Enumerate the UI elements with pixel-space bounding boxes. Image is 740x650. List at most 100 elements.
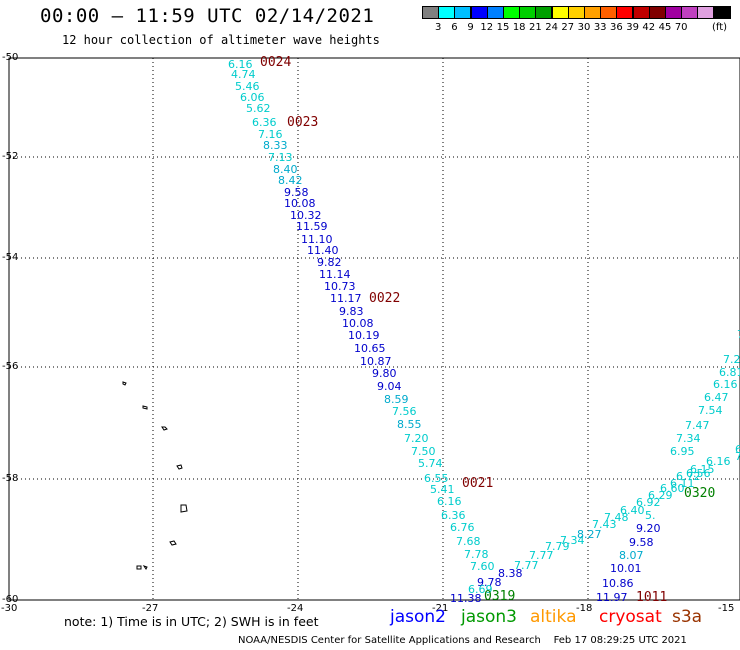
island-outline [142,405,148,410]
swh-observation: 5.41 [430,483,455,496]
swh-observation: 6.15 [690,463,715,476]
swh-observation: 6.69 [468,583,493,596]
colorbar-tick-label: 21 [529,22,542,33]
lat-tick-label: -52 [2,151,19,162]
pass-number-label: 0021 [462,476,494,491]
pass-number-label: 0320 [684,486,716,501]
swh-observation: 7.16 [258,128,283,141]
pass-number-label: 0024 [260,55,292,70]
legend-entry-jason2: jason2 [390,607,446,627]
swh-observation: 6.72 [676,470,701,483]
swh-observation: 9.58 [284,186,309,199]
swh-observation: 7.68 [456,535,481,548]
lat-tick-label: -58 [2,473,19,484]
swh-observation: 6.29 [648,489,673,502]
swh-observation: 9.80 [372,367,397,380]
swh-observation: 10.86 [602,577,634,590]
swh-observation: 11.59 [296,220,328,233]
swh-observation: 7.56 [392,405,417,418]
lat-tick-label: -50 [2,52,19,63]
swh-observation: 8.27 [577,528,602,541]
swh-observation: 6.95 [670,445,695,458]
swh-observation: 10.01 [610,562,642,575]
swh-observation: 9.82 [317,256,342,269]
swh-observation: 7.77 [529,549,554,562]
legend-entry-altika: altika [530,607,577,627]
swh-observation: 10.08 [284,197,316,210]
swh-observation: 6.40 [735,443,740,456]
footer-credit: NOAA/NESDIS Center for Satellite Applica… [238,635,687,646]
colorbar-tick-label: 27 [561,22,575,33]
swh-observation: 7.79 [545,540,570,553]
swh-observation: 10.87 [360,355,392,368]
swh-observation: 10.08 [342,317,374,330]
swh-observation: 7.20 [404,432,429,445]
island-outline [161,426,168,431]
map-frame [8,57,740,601]
swh-observation: 11.40 [307,244,339,257]
swh-observation: 7.50 [411,445,436,458]
swh-observation: 6.81 [719,366,740,379]
note-text: note: 1) Time is in UTC; 2) SWH is in fe… [64,614,319,629]
swh-observation: 4.74 [231,68,256,81]
swh-observation: 11.14 [319,268,351,281]
island-outlines [122,381,188,570]
swh-observation: 6.40 [620,504,645,517]
swh-observation: 11.10 [301,233,333,246]
swh-observation: 7. [735,450,740,463]
colorbar-tick-label: 15 [496,22,510,33]
island-outline [142,565,148,570]
lat-tick-label: -54 [2,252,19,263]
pass-number-label: 0319 [484,589,516,604]
swh-observation: 7.48 [604,511,629,524]
swh-observation: 8.59 [384,393,409,406]
colorbar-tick-label: 70 [674,22,688,33]
swh-observation: 10.73 [324,280,356,293]
swh-observation: 7.78 [464,548,489,561]
swh-observation: 6.76 [450,521,475,534]
lon-tick-label: -27 [142,603,159,614]
colorbar-tick-label: 30 [577,22,591,33]
swh-observation: 8.40 [273,163,298,176]
colorbar-tick-label: 33 [593,22,607,33]
swh-observation: 6.16 [713,378,738,391]
lat-tick-label: -56 [2,361,19,372]
colorbar-tick-label: 45 [658,22,672,33]
swh-observation: 6.60 [660,482,685,495]
swh-observation: 7.34 [676,432,701,445]
swh-observation: 10.19 [348,329,380,342]
swh-observation: 6.11 [670,477,695,490]
swh-observation: 9.20 [636,522,661,535]
colorbar-tick-label: 24 [545,22,558,33]
swh-observation: 6.16 [706,455,731,468]
colorbar-tick-label: 18 [512,22,526,33]
swh-observation: 11.17 [330,292,362,305]
swh-observation: 7.60 [470,560,495,573]
swh-observation: 5.74 [418,457,443,470]
swh-observation: 10.65 [354,342,386,355]
island-outline [176,464,183,470]
swh-observation: 11.38 [450,592,482,605]
swh-observation: 7.77 [514,559,539,572]
swh-observation: 11.97 [596,591,628,604]
swh-observation: 6.47 [704,391,729,404]
swh-observation: 5. [645,509,656,522]
swh-observation: 6.55 [424,472,449,485]
swh-observation: 6.06 [240,91,265,104]
swh-observation: 5.46 [235,80,260,93]
colorbar-tick-label: 39 [626,22,639,33]
swh-observation: 7.47 [685,419,710,432]
lon-tick-label: -21 [432,603,449,614]
island-outline [136,565,142,570]
pass-number-label: 0022 [369,291,401,306]
legend-entry-s3a: s3a [672,607,703,627]
colorbar-tick-label: 9 [467,22,474,33]
page-subtitle: 12 hour collection of altimeter wave hei… [62,33,380,47]
swh-observation: 8.55 [397,418,422,431]
colorbar-swatch [713,6,731,19]
swh-observation: 9.04 [377,380,402,393]
swh-observation: 6.56 [686,467,711,480]
island-outline [169,540,177,546]
lon-tick-label: -18 [576,603,593,614]
